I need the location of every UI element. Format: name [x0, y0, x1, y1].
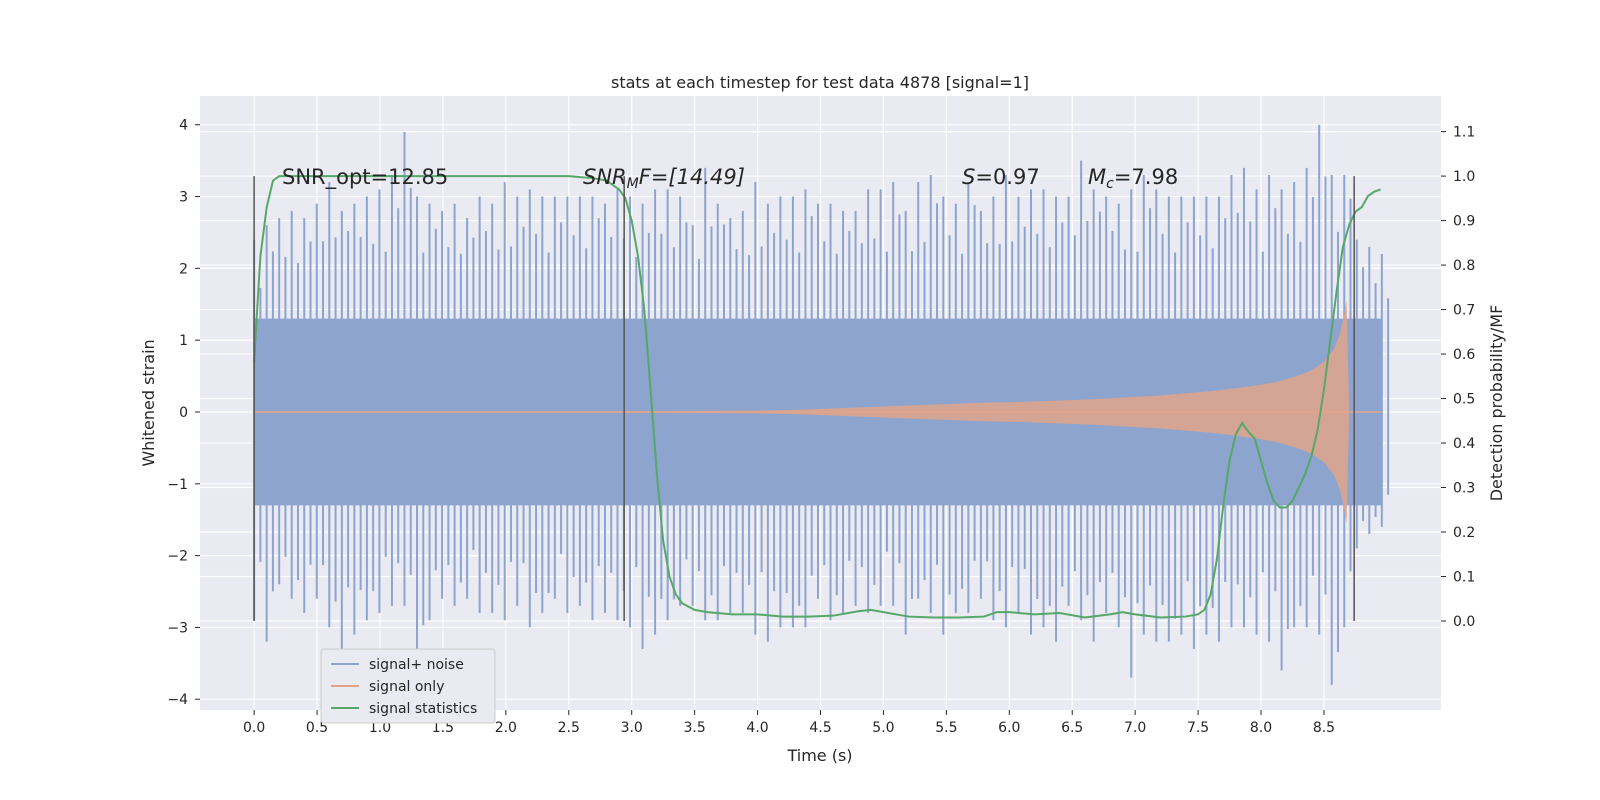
- y2-tick-label: 0.2: [1453, 525, 1475, 541]
- legend-label-stats: signal statistics: [369, 701, 477, 717]
- snr-mf-rest: F=[14.49]: [639, 165, 745, 189]
- chart-title: stats at each timestep for test data 487…: [611, 73, 1029, 92]
- y2-tick-label: 0.0: [1453, 614, 1475, 630]
- y-tick-label: −2: [167, 549, 188, 565]
- s-value: =0.97: [975, 165, 1039, 189]
- x-tick-label: 4.5: [809, 720, 831, 736]
- y2-tick-label: 0.8: [1453, 258, 1475, 274]
- mc-sub: c: [1106, 176, 1114, 192]
- x-tick-label: 8.5: [1313, 720, 1335, 736]
- mc-value: =7.98: [1114, 165, 1178, 189]
- y-tick-label: 3: [179, 190, 188, 206]
- x-tick-label: 0.5: [306, 720, 328, 736]
- snr-mf-label: SNR: [583, 165, 627, 189]
- y2-tick-label: 0.9: [1453, 214, 1475, 230]
- y-tick-label: 2: [179, 261, 188, 277]
- legend-box: [320, 648, 496, 724]
- x-tick-label: 2.5: [558, 720, 580, 736]
- x-tick-label: 6.5: [1061, 720, 1083, 736]
- snr-mf-annotation: SNRMF=[14.49]: [583, 165, 745, 192]
- snr-opt-annotation: SNR_opt=12.85: [282, 165, 448, 190]
- y-tick-label: −3: [167, 620, 188, 636]
- y2-tick-label: 0.5: [1453, 392, 1475, 408]
- mc-annotation: Mc=7.98: [1088, 165, 1178, 192]
- y2-tick-label: 0.6: [1453, 347, 1475, 363]
- x-tick-label: 7.0: [1124, 720, 1146, 736]
- y-axis-label: Whitened strain: [139, 339, 158, 466]
- vertical-markers: [253, 176, 1355, 622]
- y-ticks: 4 3 2 1 0 −1 −2 −3 −4: [167, 118, 200, 708]
- signal-statistics-line: [253, 175, 1381, 619]
- legend-label-signal: signal only: [369, 679, 444, 695]
- x-tick-label: 1.0: [369, 720, 391, 736]
- y2-axis-label: Detection probability/MF: [1487, 305, 1506, 502]
- x-tick-label: 6.0: [998, 720, 1020, 736]
- y2-tick-label: 0.4: [1453, 436, 1475, 452]
- x-tick-label: 3.5: [684, 720, 706, 736]
- legend-label-noise: signal+ noise: [369, 657, 464, 673]
- x-ticks: 0.0 0.5 1.0 1.5 2.0 2.5 3.0 3.5 4.0 4.5 5.0 5.5 6.0 6…: [243, 710, 1335, 736]
- snr-mf-sub: M: [627, 176, 639, 192]
- x-tick-label: 5.5: [935, 720, 957, 736]
- legend: signal+ noise signal only signal statist…: [320, 648, 496, 724]
- y2-tick-label: 0.7: [1453, 303, 1475, 319]
- x-axis-label: Time (s): [786, 746, 852, 765]
- y2-tick-label: 1.1: [1453, 125, 1475, 141]
- x-tick-label: 4.0: [746, 720, 768, 736]
- y-tick-label: −1: [167, 477, 188, 493]
- x-tick-label: 0.0: [243, 720, 265, 736]
- s-label: S: [962, 165, 975, 189]
- x-tick-label: 1.5: [432, 720, 454, 736]
- y-tick-label: 1: [179, 333, 188, 349]
- s-annotation: S=0.97: [962, 165, 1040, 189]
- y2-tick-label: 1.0: [1453, 169, 1475, 185]
- signal-series: [254, 300, 1382, 524]
- x-tick-label: 8.0: [1250, 720, 1272, 736]
- x-tick-label: 7.5: [1187, 720, 1209, 736]
- y2-ticks: 1.1 1.0 0.9 0.8 0.7 0.6 0.5 0.4 0.3 0.2 0.1 0.0: [1441, 125, 1475, 630]
- y-tick-label: 0: [179, 405, 188, 421]
- x-tick-label: 3.0: [621, 720, 643, 736]
- y2-tick-label: 0.1: [1453, 570, 1475, 586]
- y-tick-label: 4: [179, 118, 188, 134]
- x-tick-label: 5.0: [872, 720, 894, 736]
- mc-label: M: [1088, 165, 1106, 189]
- stats-series: [253, 175, 1381, 619]
- y-tick-label: −4: [167, 692, 188, 708]
- y2-tick-label: 0.3: [1453, 481, 1475, 497]
- x-tick-label: 2.0: [495, 720, 517, 736]
